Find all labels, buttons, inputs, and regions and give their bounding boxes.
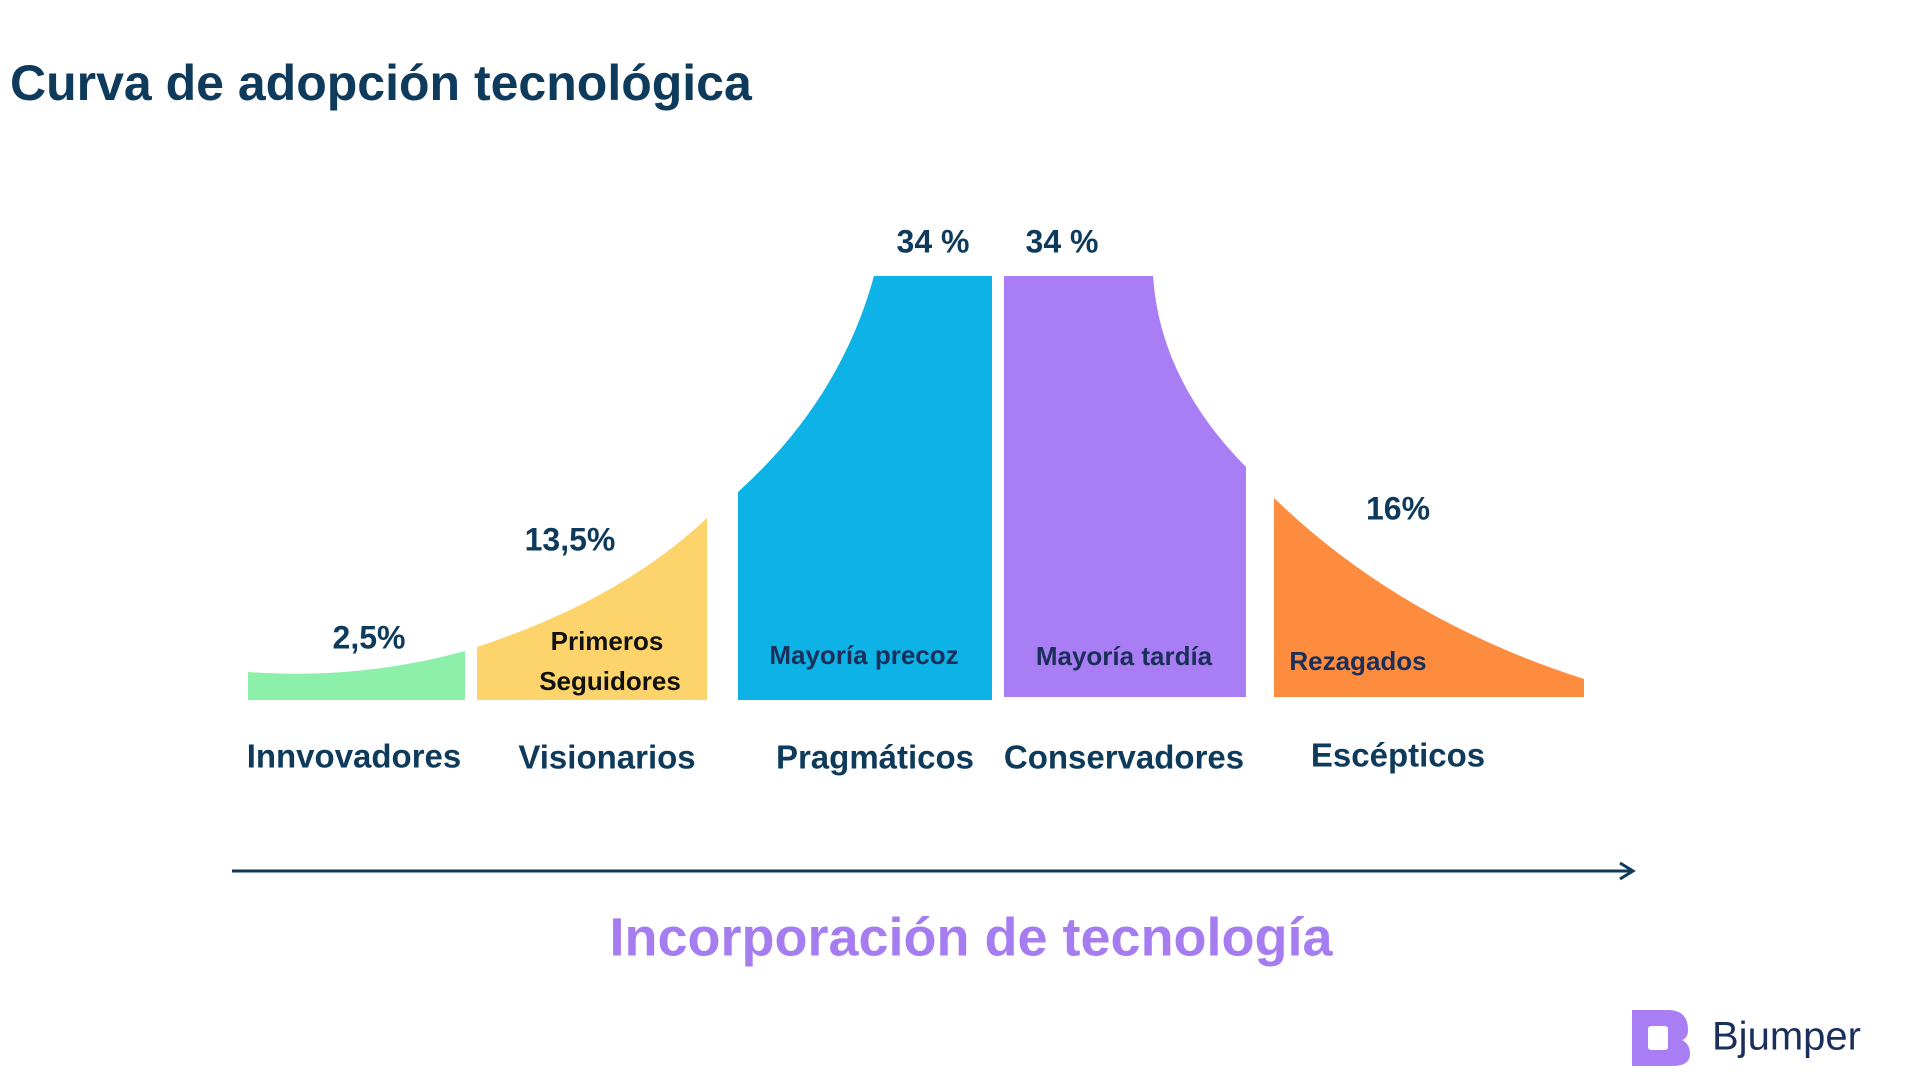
segment-shape xyxy=(1274,498,1584,697)
segment-shape xyxy=(738,276,992,700)
percent-label: 2,5% xyxy=(333,619,406,655)
inner-label: Rezagados xyxy=(1289,646,1426,676)
segment-shape xyxy=(477,518,707,700)
segment-shape xyxy=(1004,276,1246,697)
percent-label: 16% xyxy=(1366,490,1430,526)
segment-name: Innvovadores xyxy=(247,738,462,775)
segment-name: Visionarios xyxy=(518,739,695,776)
segment-name: Escépticos xyxy=(1311,737,1485,774)
percent-label: 34 % xyxy=(897,223,970,259)
title: Curva de adopción tecnológica xyxy=(10,55,753,111)
inner-label: Seguidores xyxy=(539,666,681,696)
arrow-head xyxy=(1619,861,1636,881)
segment-name: Pragmáticos xyxy=(776,739,974,776)
brand-logo xyxy=(1632,1010,1690,1066)
percent-label: 34 % xyxy=(1026,223,1099,259)
segment-shape xyxy=(248,651,465,700)
inner-label: Primeros xyxy=(551,626,664,656)
brand-name: Bjumper xyxy=(1712,1015,1861,1059)
segment-name: Conservadores xyxy=(1004,739,1244,776)
inner-label: Mayoría tardía xyxy=(1036,641,1213,671)
percent-label: 13,5% xyxy=(525,521,616,557)
axis-label: Incorporación de tecnología xyxy=(609,907,1333,967)
inner-label: Mayoría precoz xyxy=(769,640,958,670)
